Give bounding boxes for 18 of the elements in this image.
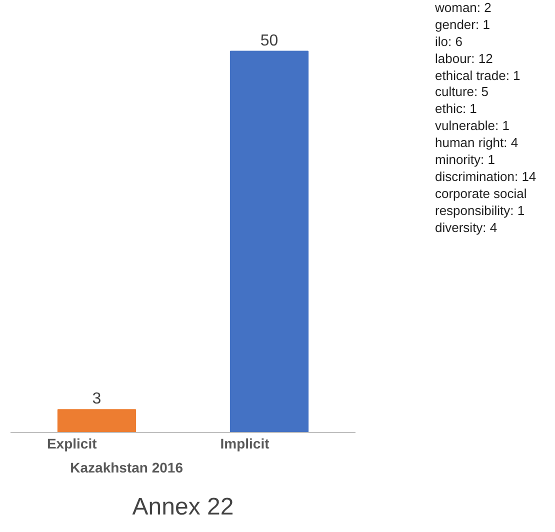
text: ilo: 6 bbox=[435, 34, 464, 51]
text: human right: 4 bbox=[435, 135, 520, 152]
text: Annex 22 bbox=[132, 494, 234, 520]
text: ethic: 1 bbox=[435, 101, 478, 118]
data-label: 50 bbox=[260, 32, 278, 50]
text: gender: 1 bbox=[435, 16, 491, 34]
text: woman: 2 bbox=[435, 0, 492, 17]
text: ethical trade: 1 bbox=[435, 68, 522, 84]
data-label: 3 bbox=[92, 390, 102, 408]
x-tick-label: Implicit bbox=[220, 436, 270, 452]
text: labour: 12 bbox=[435, 50, 494, 68]
text: minority: 1 bbox=[435, 152, 496, 169]
text: culture: 5 bbox=[435, 84, 490, 102]
x-tick-label: Explicit bbox=[46, 436, 98, 452]
text: vulnerable: 1 bbox=[435, 118, 510, 136]
text: discrimination: 14 bbox=[435, 168, 538, 186]
x-axis-title: Kazakhstan 2016 bbox=[70, 460, 184, 476]
text: diversity: 4 bbox=[435, 220, 498, 236]
